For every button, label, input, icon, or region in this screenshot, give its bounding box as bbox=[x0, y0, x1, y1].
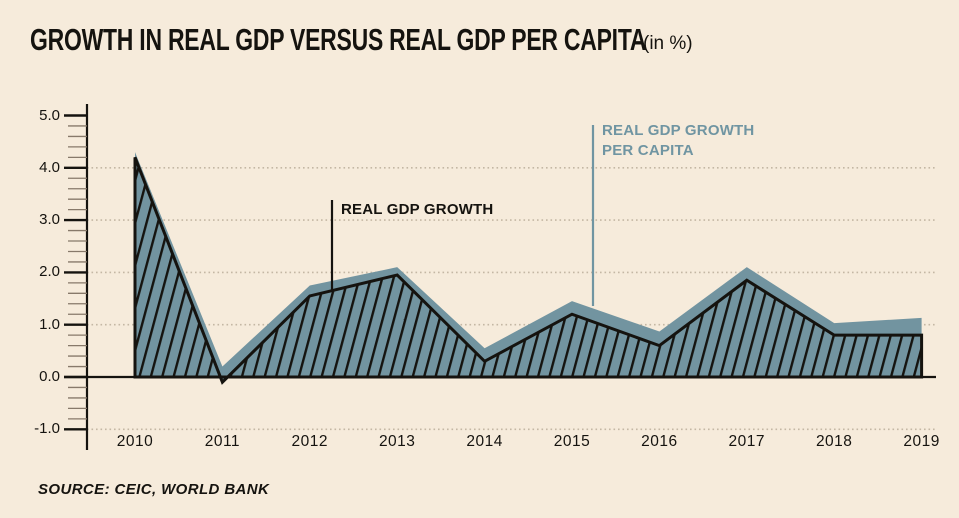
source-credit: SOURCE: CEIC, WORLD BANK bbox=[38, 481, 270, 498]
y-axis-major-ticks bbox=[64, 114, 87, 431]
x-tick-label-2016: 2016 bbox=[641, 433, 678, 450]
y-tick-label-1.0: 1.0 bbox=[39, 315, 60, 333]
annotation-real-gdp-growth: REAL GDP GROWTH bbox=[341, 201, 494, 218]
annotation-per-capita-line2: PER CAPITA bbox=[602, 142, 694, 159]
y-tick-label--1.0: -1.0 bbox=[34, 420, 60, 438]
x-tick-label-2011: 2011 bbox=[204, 433, 241, 450]
area-gdp-hatch bbox=[133, 156, 924, 385]
x-tick-label-2019: 2019 bbox=[903, 433, 940, 450]
chart-title: GROWTH IN REAL GDP VERSUS REAL GDP PER C… bbox=[30, 22, 647, 57]
annotation-real-gdp-growth-per-capita: REAL GDP GROWTH PER CAPITA bbox=[602, 121, 754, 161]
gridlines bbox=[87, 167, 936, 431]
annotation-per-capita-line1: REAL GDP GROWTH bbox=[602, 122, 755, 139]
y-tick-label-5.0: 5.0 bbox=[39, 106, 60, 124]
y-axis-minor-ticks bbox=[68, 125, 87, 420]
x-tick-label-2014: 2014 bbox=[466, 433, 503, 450]
y-tick-label-2.0: 2.0 bbox=[39, 263, 60, 281]
x-tick-label-2015: 2015 bbox=[553, 433, 591, 450]
chart-title-units: (in %) bbox=[643, 33, 693, 54]
x-tick-label-2013: 2013 bbox=[378, 433, 416, 450]
y-tick-label-4.0: 4.0 bbox=[39, 158, 60, 176]
y-tick-label-0.0: 0.0 bbox=[39, 368, 60, 385]
x-tick-label-2017: 2017 bbox=[728, 433, 766, 450]
y-tick-label-3.0: 3.0 bbox=[39, 211, 60, 229]
x-tick-label-2018: 2018 bbox=[815, 433, 853, 450]
x-tick-label-2012: 2012 bbox=[291, 433, 329, 450]
x-tick-label-2010: 2010 bbox=[116, 433, 154, 450]
